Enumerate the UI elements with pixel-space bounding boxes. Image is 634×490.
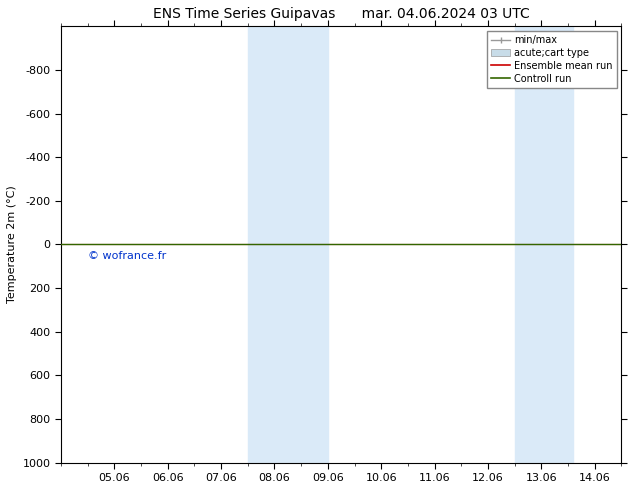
Text: © wofrance.fr: © wofrance.fr (87, 251, 166, 261)
Title: ENS Time Series Guipavas      mar. 04.06.2024 03 UTC: ENS Time Series Guipavas mar. 04.06.2024… (153, 7, 529, 21)
Legend: min/max, acute;cart type, Ensemble mean run, Controll run: min/max, acute;cart type, Ensemble mean … (487, 31, 617, 88)
Bar (515, 26, 541, 463)
Bar (248, 26, 275, 463)
Bar (541, 26, 573, 463)
Y-axis label: Temperature 2m (°C): Temperature 2m (°C) (7, 186, 17, 303)
Bar (275, 26, 328, 463)
